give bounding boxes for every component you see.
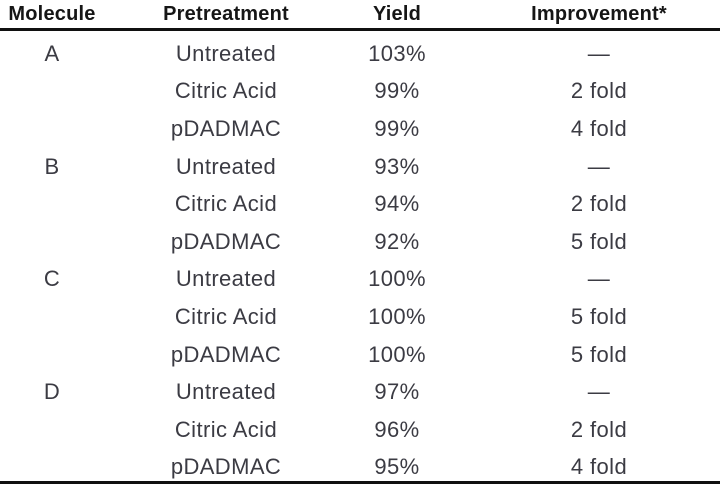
table-row: pDADMAC 92% 5 fold (0, 223, 720, 261)
cell-yield: 93% (374, 153, 420, 179)
cell-molecule: A (44, 40, 60, 66)
table-header-row: Molecule Pretreatment Yield Improvement* (0, 0, 720, 28)
table-row: Citric Acid 100% 5 fold (0, 298, 720, 336)
column-header-improvement: Improvement* (531, 2, 667, 25)
cell-pretreatment: Citric Acid (174, 416, 278, 442)
cell-improvement: — (587, 153, 611, 179)
cell-pretreatment: Untreated (175, 40, 277, 66)
cell-pretreatment: Citric Acid (174, 78, 278, 104)
cell-pretreatment: pDADMAC (170, 454, 282, 480)
cell-molecule: D (43, 379, 61, 405)
cell-yield: 103% (368, 40, 426, 66)
cell-yield: 100% (368, 266, 426, 292)
cell-pretreatment: Untreated (175, 266, 277, 292)
cell-yield: 100% (368, 303, 426, 329)
cell-improvement: 5 fold (570, 303, 628, 329)
cell-pretreatment: pDADMAC (170, 228, 282, 254)
cell-improvement: 5 fold (570, 228, 628, 254)
cell-yield: 99% (374, 115, 420, 141)
bottom-rule (0, 481, 720, 484)
cell-pretreatment: Untreated (175, 153, 277, 179)
cell-pretreatment: Citric Acid (174, 191, 278, 217)
table-row: B Untreated 93% — (0, 148, 720, 186)
cell-improvement: 4 fold (570, 115, 628, 141)
column-header-pretreatment: Pretreatment (163, 2, 289, 25)
cell-improvement: 4 fold (570, 454, 628, 480)
cell-yield: 96% (374, 416, 420, 442)
cell-improvement: 2 fold (570, 416, 628, 442)
cell-improvement: 2 fold (570, 191, 628, 217)
cell-pretreatment: pDADMAC (170, 115, 282, 141)
table-row: D Untreated 97% — (0, 373, 720, 411)
table-body: A Untreated 103% — Citric Acid 99% 2 fol… (0, 31, 720, 484)
cell-molecule: B (44, 153, 60, 179)
table-row: pDADMAC 99% 4 fold (0, 110, 720, 148)
column-header-yield: Yield (372, 2, 422, 25)
cell-pretreatment: Citric Acid (174, 303, 278, 329)
cell-improvement: — (587, 266, 611, 292)
cell-yield: 97% (374, 379, 420, 405)
table-row: pDADMAC 95% 4 fold (0, 449, 720, 484)
cell-yield: 92% (374, 228, 420, 254)
header-rule (0, 28, 720, 31)
table-row: pDADMAC 100% 5 fold (0, 336, 720, 374)
cell-molecule: C (43, 266, 61, 292)
table-row: Citric Acid 96% 2 fold (0, 411, 720, 449)
cell-improvement: — (587, 40, 611, 66)
cell-pretreatment: Untreated (175, 379, 277, 405)
table-row: Citric Acid 94% 2 fold (0, 185, 720, 223)
table-row: A Untreated 103% — (0, 35, 720, 73)
column-header-molecule: Molecule (8, 2, 96, 25)
cell-yield: 100% (368, 341, 426, 367)
cell-yield: 94% (374, 191, 420, 217)
cell-improvement: 5 fold (570, 341, 628, 367)
table-row: C Untreated 100% — (0, 261, 720, 299)
table-row: Citric Acid 99% 2 fold (0, 73, 720, 111)
cell-yield: 99% (374, 78, 420, 104)
cell-pretreatment: pDADMAC (170, 341, 282, 367)
cell-improvement: 2 fold (570, 78, 628, 104)
cell-improvement: — (587, 379, 611, 405)
cell-yield: 95% (374, 454, 420, 480)
